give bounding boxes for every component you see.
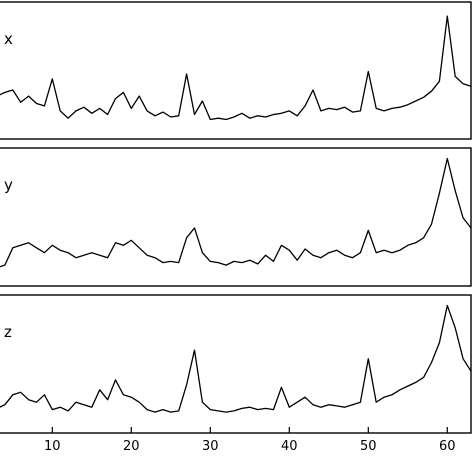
panel-z: z bbox=[0, 294, 472, 434]
panel-x-frame bbox=[0, 1, 472, 140]
x-tick-label-20: 20 bbox=[123, 439, 140, 454]
series-line-z bbox=[0, 304, 472, 413]
panel-y: y bbox=[0, 147, 472, 287]
panel-label-z: z bbox=[4, 323, 12, 341]
panel-z-frame bbox=[0, 294, 472, 434]
x-tick-label-40: 40 bbox=[281, 439, 298, 454]
x-tick-label-50: 50 bbox=[360, 439, 377, 454]
panels: x y z bbox=[0, 1, 472, 434]
series-line-x bbox=[0, 15, 472, 121]
panel-label-x: x bbox=[4, 30, 13, 48]
series-line-y bbox=[0, 157, 472, 268]
panel-x: x bbox=[0, 1, 472, 140]
x-axis: 10 20 30 40 50 60 bbox=[44, 427, 456, 454]
x-tick-label-30: 30 bbox=[202, 439, 219, 454]
x-tick-label-10: 10 bbox=[44, 439, 61, 454]
panel-y-frame bbox=[0, 147, 472, 287]
panel-label-y: y bbox=[4, 176, 13, 194]
x-tick-label-60: 60 bbox=[439, 439, 456, 454]
